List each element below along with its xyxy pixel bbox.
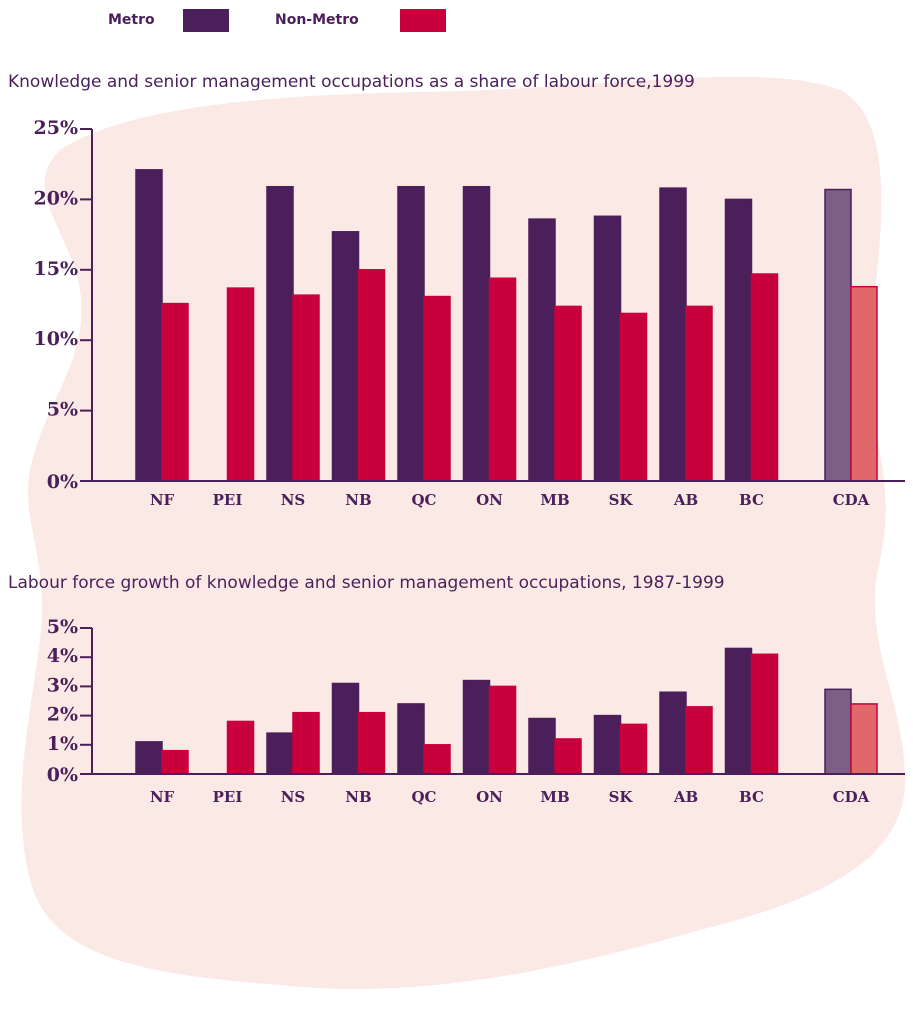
legend-label: Metro xyxy=(108,12,155,28)
bar xyxy=(161,302,189,482)
x-tick-label: NB xyxy=(345,491,371,509)
bar xyxy=(750,653,779,775)
x-tick-label: BC xyxy=(739,788,764,806)
x-tick-label: SK xyxy=(609,788,634,806)
bar xyxy=(462,679,491,775)
bar xyxy=(619,312,648,482)
bar xyxy=(724,647,753,775)
bar xyxy=(292,294,320,482)
bar xyxy=(331,231,360,482)
x-tick-label: ON xyxy=(476,491,503,509)
bar xyxy=(357,269,386,482)
y-tick-label: 10% xyxy=(34,328,79,350)
x-tick-label: NS xyxy=(281,788,306,806)
bar xyxy=(528,218,556,482)
legend-swatch xyxy=(400,9,446,32)
bar xyxy=(685,305,713,482)
x-tick-label: PEI xyxy=(213,491,243,509)
x-tick-label: SK xyxy=(609,491,634,509)
y-tick-label: 5% xyxy=(47,616,78,638)
y-tick-label: 0% xyxy=(47,764,78,786)
bar xyxy=(266,185,294,482)
bar xyxy=(659,691,687,775)
x-tick-label: QC xyxy=(411,491,436,509)
y-tick-label: 3% xyxy=(47,674,78,696)
x-tick-label: MB xyxy=(540,788,569,806)
x-tick-label: CDA xyxy=(833,788,870,806)
y-tick-label: 15% xyxy=(34,258,79,280)
bar xyxy=(135,169,163,482)
y-tick-label: 5% xyxy=(47,399,78,421)
bar xyxy=(161,749,189,775)
x-tick-label: PEI xyxy=(213,788,243,806)
y-tick-label: 4% xyxy=(47,645,78,667)
legend-label: Non-Metro xyxy=(275,12,359,28)
chart-title: Labour force growth of knowledge and sen… xyxy=(8,573,725,593)
bar xyxy=(226,287,255,482)
bar xyxy=(619,723,648,775)
y-tick-label: 1% xyxy=(47,733,78,755)
bar xyxy=(292,711,320,775)
bar xyxy=(528,717,556,775)
x-tick-label: AB xyxy=(673,788,698,806)
x-tick-label: NF xyxy=(150,491,175,509)
bar xyxy=(331,682,360,775)
x-tick-label: QC xyxy=(411,788,436,806)
bar xyxy=(397,703,425,775)
y-tick-label: 2% xyxy=(47,704,78,726)
x-tick-label: MB xyxy=(540,491,569,509)
x-tick-label: NB xyxy=(345,788,371,806)
bar xyxy=(593,714,622,775)
bar xyxy=(750,273,779,482)
bar xyxy=(488,685,517,775)
bar xyxy=(824,688,852,775)
y-tick-label: 20% xyxy=(34,187,79,209)
bar xyxy=(554,738,582,775)
bar xyxy=(850,285,878,482)
x-tick-label: NS xyxy=(281,491,306,509)
x-tick-label: BC xyxy=(739,491,764,509)
bar xyxy=(423,744,451,775)
bar xyxy=(397,185,425,482)
bar xyxy=(357,711,386,775)
x-tick-label: CDA xyxy=(833,491,870,509)
bar xyxy=(226,720,255,775)
bar xyxy=(135,741,163,775)
y-tick-label: 0% xyxy=(47,471,78,493)
y-tick-label: 25% xyxy=(34,117,79,139)
legend-swatch xyxy=(183,9,229,32)
bar xyxy=(593,215,622,482)
x-tick-label: NF xyxy=(150,788,175,806)
bar xyxy=(462,185,491,482)
bar xyxy=(488,277,517,482)
chart-title: Knowledge and senior management occupati… xyxy=(8,72,695,92)
bar xyxy=(659,187,687,482)
x-tick-label: AB xyxy=(673,491,698,509)
bar xyxy=(266,732,294,775)
bar xyxy=(423,295,451,482)
bar xyxy=(685,706,713,775)
x-tick-label: ON xyxy=(476,788,503,806)
bar xyxy=(850,703,878,775)
bar xyxy=(724,198,753,482)
bar xyxy=(554,305,582,482)
bar xyxy=(824,188,852,482)
